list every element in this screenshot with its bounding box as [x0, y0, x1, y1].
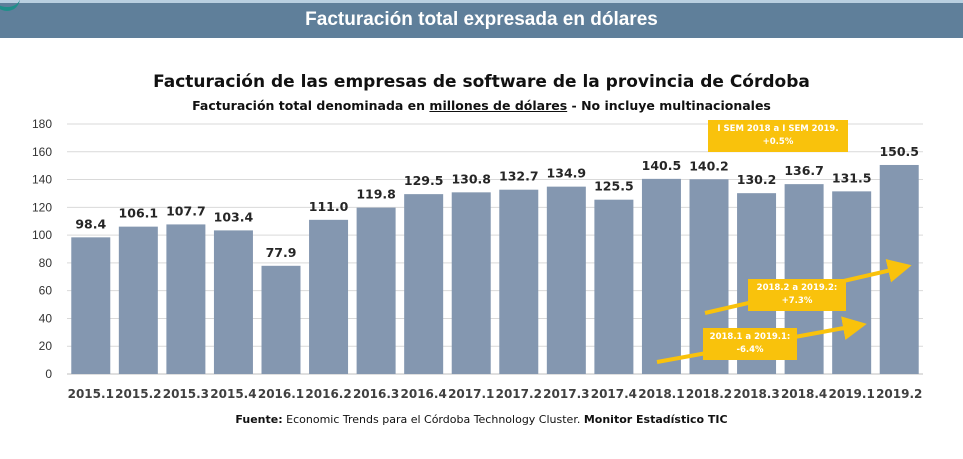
annotation-q2: 2018.2 a 2019.2: +7.3% — [748, 279, 846, 311]
value-label: 131.5 — [832, 170, 872, 185]
x-tick-label: 2018.1 — [638, 387, 684, 401]
y-tick-label: 120 — [32, 200, 52, 214]
x-tick-label: 2018.2 — [686, 387, 732, 401]
y-tick-label: 160 — [32, 145, 52, 159]
bar-2016.4 — [404, 194, 444, 374]
x-tick-label: 2019.2 — [876, 387, 922, 401]
value-label: 103.4 — [214, 209, 254, 224]
value-label: 98.4 — [75, 216, 106, 231]
source-text: Economic Trends para el Córdoba Technolo… — [282, 413, 584, 426]
x-tick-label: 2018.4 — [781, 387, 827, 401]
value-label: 150.5 — [879, 144, 919, 159]
x-tick-label: 2016.3 — [353, 387, 399, 401]
bar-2016.2 — [309, 219, 349, 374]
bar-2016.3 — [356, 207, 396, 374]
value-label: 140.2 — [689, 158, 729, 173]
bar-chart: 0 20 40 60 80 100 120 140 160 180 98.4 106.1 107.7 1… — [32, 117, 923, 401]
bar-2017.3 — [546, 186, 586, 374]
x-tick-label: 2016.4 — [401, 387, 447, 401]
y-axis: 0 20 40 60 80 100 120 140 160 180 — [32, 117, 52, 381]
x-tick-label: 2017.3 — [543, 387, 589, 401]
annotation-q1-line2: -6.4% — [736, 345, 764, 355]
x-axis: 2015.1 2015.2 2015.3 2015.4 2016.1 2016.2 2016… — [68, 387, 923, 401]
annotation-semester-line2: +0.5% — [762, 137, 794, 147]
value-label: 129.5 — [404, 173, 444, 188]
value-label: 130.2 — [737, 172, 777, 187]
y-tick-label: 180 — [32, 117, 52, 131]
value-label: 77.9 — [266, 245, 297, 260]
bar-2015.2 — [118, 226, 158, 374]
banner-title: Facturación total expresada en dólares — [305, 9, 658, 30]
x-tick-label: 2015.1 — [68, 387, 114, 401]
y-tick-label: 60 — [39, 284, 53, 298]
annotation-q1-line1: 2018.1 a 2019.1: — [709, 332, 791, 342]
value-labels: 98.4 106.1 107.7 103.4 77.9 111.0 119.8 129.5 13… — [75, 144, 919, 260]
y-tick-label: 20 — [39, 339, 53, 353]
bar-2015.4 — [213, 230, 253, 374]
y-tick-label: 140 — [32, 173, 52, 187]
logo-icon — [0, 0, 20, 11]
chart-subtitle: Facturación total denominada en millones… — [0, 98, 963, 113]
subtitle-prefix: Facturación total denominada en — [192, 98, 430, 113]
x-tick-label: 2018.3 — [733, 387, 779, 401]
bar-2017.2 — [499, 189, 539, 374]
y-tick-label: 100 — [32, 228, 52, 242]
annotation-q2-line2: +7.3% — [781, 296, 813, 306]
x-tick-label: 2015.4 — [210, 387, 256, 401]
chart-title: Facturación de las empresas de software … — [153, 72, 810, 92]
value-label: 136.7 — [784, 163, 824, 178]
value-label: 125.5 — [594, 179, 634, 194]
y-tick-label: 40 — [39, 311, 53, 325]
x-tick-label: 2017.2 — [496, 387, 542, 401]
value-label: 106.1 — [119, 206, 159, 221]
source-label: Fuente: — [235, 413, 283, 426]
value-label: 111.0 — [309, 199, 349, 214]
x-tick-label: 2015.2 — [115, 387, 161, 401]
annotation-semester-line1: I SEM 2018 a I SEM 2019. — [717, 124, 839, 134]
value-label: 140.5 — [642, 158, 682, 173]
subtitle-suffix: - No incluye multinacionales — [567, 98, 771, 113]
value-label: 134.9 — [547, 166, 587, 181]
y-tick-label: 0 — [45, 367, 52, 381]
annotation-q2-line1: 2018.2 a 2019.2: — [756, 283, 838, 293]
header-banner: Facturación total expresada en dólares — [0, 0, 963, 38]
value-label: 132.7 — [499, 169, 539, 184]
y-tick-label: 80 — [39, 256, 53, 270]
annotation-semester: I SEM 2018 a I SEM 2019. +0.5% — [708, 120, 848, 152]
value-label: 107.7 — [166, 203, 206, 218]
x-tick-label: 2017.1 — [448, 387, 494, 401]
x-tick-label: 2019.1 — [829, 387, 875, 401]
bar-2018.1 — [641, 178, 681, 374]
bar-2017.4 — [594, 199, 634, 374]
bar-2016.1 — [261, 265, 301, 374]
x-tick-label: 2017.4 — [591, 387, 637, 401]
x-tick-label: 2016.2 — [305, 387, 351, 401]
bar-2017.1 — [451, 192, 491, 374]
x-tick-label: 2015.3 — [163, 387, 209, 401]
annotation-q1: 2018.1 a 2019.1: -6.4% — [703, 328, 797, 360]
x-tick-label: 2016.1 — [258, 387, 304, 401]
subtitle-underlined: millones de dólares — [429, 98, 568, 113]
source-emphasis: Monitor Estadístico TIC — [583, 413, 728, 426]
value-label: 130.8 — [451, 171, 491, 186]
bar-2015.3 — [166, 224, 206, 374]
source-note: Fuente: Economic Trends para el Córdoba … — [0, 413, 963, 426]
value-label: 119.8 — [356, 187, 396, 202]
bar-2015.1 — [71, 237, 111, 374]
